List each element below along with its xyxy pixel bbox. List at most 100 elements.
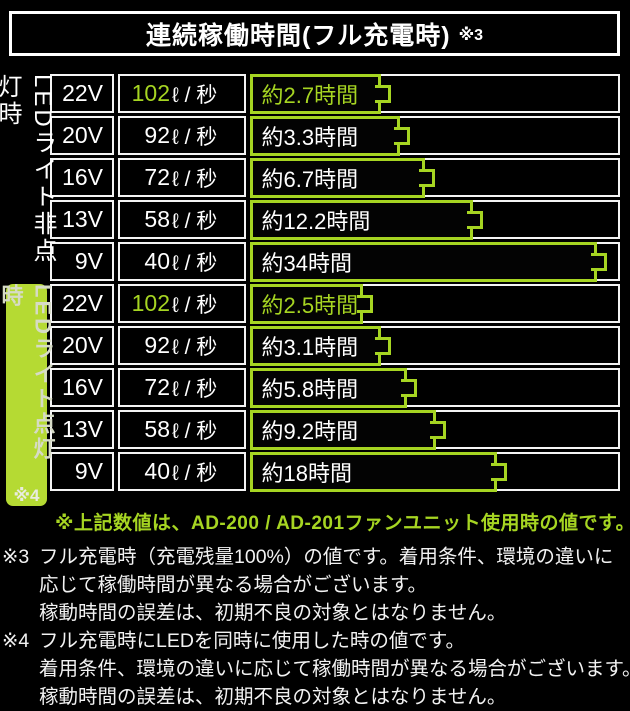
bar-end-notch [490, 462, 507, 481]
airflow-value: 58 [144, 416, 170, 442]
airflow-cell: 40 ℓ / 秒 [118, 452, 246, 491]
led-on-banner: LEDライト点灯時 ※4 [0, 284, 56, 506]
airflow-value: 40 [144, 458, 170, 484]
voltage-cell: 9V [50, 242, 114, 281]
airflow-cell: 102 ℓ / 秒 [118, 74, 246, 113]
airflow-cell: 58 ℓ / 秒 [118, 200, 246, 239]
bar-end-notch [430, 420, 447, 439]
airflow-unit: ℓ / 秒 [172, 419, 218, 443]
voltage-cell: 9V [50, 452, 114, 491]
runtime-value: 約18時間 [261, 460, 352, 486]
footnote-3-marker: ※3 [2, 546, 30, 568]
bar-end-notch [356, 294, 373, 313]
airflow-cell: 58 ℓ / 秒 [118, 410, 246, 449]
airflow-unit: ℓ / 秒 [172, 167, 218, 191]
section-label-text: LEDライト点灯時 [0, 284, 56, 462]
airflow-cell: 40 ℓ / 秒 [118, 242, 246, 281]
voltage-cell: 20V [50, 326, 114, 365]
runtime-cell: 約9.2時間 [249, 409, 620, 450]
runtime-value: 約3.1時間 [261, 334, 359, 360]
runtime-value: 約12.2時間 [261, 208, 371, 234]
runtime-bar: 約18時間 [249, 451, 507, 492]
airflow-unit: ℓ / 秒 [172, 293, 218, 317]
airflow-unit: ℓ / 秒 [172, 209, 218, 233]
runtime-bar: 約2.5時間 [249, 283, 373, 324]
footnote-4-marker: ※4 [2, 630, 30, 652]
section-rows: 22V 102 ℓ / 秒約2.7時間 20V 92 ℓ / 秒約3.3時間 16V 72 ℓ … [50, 73, 630, 284]
runtime-cell: 約3.1時間 [249, 325, 620, 366]
runtime-bar: 約3.3時間 [249, 115, 410, 156]
airflow-cell: 72 ℓ / 秒 [118, 158, 246, 197]
runtime-cell: 約5.8時間 [249, 367, 620, 408]
footnote-4-line: 着用条件、環境の違いに応じて稼働時間が異なる場合がございます。 [39, 658, 630, 680]
table-section-led-off: LEDライト非点灯時 22V 102 ℓ / 秒約2.7時間 20V 92 ℓ / 秒約3.… [0, 73, 630, 284]
table-row: 16V 72 ℓ / 秒約5.8時間 [50, 367, 630, 408]
table-row: 20V 92 ℓ / 秒 約3.3時間 [50, 115, 630, 156]
section-label-text: LEDライト非点灯時 [0, 74, 56, 265]
runtime-bar: 約9.2時間 [249, 409, 447, 450]
voltage-cell: 13V [50, 200, 114, 239]
runtime-bar: 約3.1時間 [249, 325, 392, 366]
voltage-cell: 22V [50, 284, 114, 323]
airflow-cell: 72 ℓ / 秒 [118, 368, 246, 407]
bar-end-notch [400, 378, 417, 397]
table-row: 16V 72 ℓ / 秒約6.7時間 [50, 157, 630, 198]
airflow-unit: ℓ / 秒 [172, 461, 218, 485]
table-row: 13V 58 ℓ / 秒約9.2時間 [50, 409, 630, 450]
runtime-value: 約5.8時間 [261, 376, 359, 402]
title-banner: 連続稼働時間(フル充電時) ※3 [9, 11, 620, 56]
runtime-cell: 約34時間 [249, 241, 620, 282]
airflow-unit: ℓ / 秒 [172, 335, 218, 359]
airflow-unit: ℓ / 秒 [172, 125, 218, 149]
section-label-led-on: LEDライト点灯時 ※4 [0, 284, 56, 506]
footnote-4-line: 稼動時間の誤差は、初期不良の対象とはなりません。 [39, 686, 507, 708]
runtime-value: 約6.7時間 [261, 166, 359, 192]
footnote-general: ※上記数値は、AD-200 / AD-201ファンユニット使用時の値です。 [55, 513, 630, 534]
airflow-cell: 102 ℓ / 秒 [118, 284, 246, 323]
voltage-cell: 13V [50, 410, 114, 449]
airflow-cell: 92 ℓ / 秒 [118, 326, 246, 365]
table-row: 9V 40 ℓ / 秒約18時間 [50, 451, 630, 492]
airflow-value: 72 [144, 164, 170, 190]
page-title: 連続稼働時間(フル充電時) [145, 21, 451, 50]
table-section-led-on: LEDライト点灯時 ※4 22V 102 ℓ / 秒約2.5時間 20V 92 ℓ / 秒約3… [0, 283, 630, 506]
section-note-ref: ※4 [13, 486, 40, 505]
runtime-bar: 約34時間 [249, 241, 608, 282]
section-rows: 22V 102 ℓ / 秒約2.5時間 20V 92 ℓ / 秒約3.1時間 16V 72 ℓ … [50, 283, 630, 494]
runtime-cell: 約12.2時間 [249, 199, 620, 240]
airflow-value: 102 [131, 80, 170, 106]
runtime-bar: 約2.7時間 [249, 73, 392, 114]
runtime-value: 約2.5時間 [261, 292, 359, 318]
footnotes: ※上記数値は、AD-200 / AD-201ファンユニット使用時の値です。 ※3… [0, 508, 630, 711]
voltage-cell: 16V [50, 368, 114, 407]
bar-end-notch [419, 168, 436, 187]
airflow-value: 40 [144, 248, 170, 274]
airflow-unit: ℓ / 秒 [172, 83, 218, 107]
airflow-value: 92 [144, 122, 170, 148]
footnote-3: ※3 フル充電時（充電残量100%）の値です。着用条件、環境の違いに 応じて稼働… [0, 543, 630, 627]
voltage-cell: 20V [50, 116, 114, 155]
airflow-unit: ℓ / 秒 [172, 377, 218, 401]
airflow-value: 72 [144, 374, 170, 400]
footnote-3-line: 応じて稼働時間が異なる場合がございます。 [39, 574, 428, 596]
footnote-3-line: 稼動時間の誤差は、初期不良の対象とはなりません。 [39, 602, 507, 624]
title-note-ref: ※3 [458, 26, 484, 44]
runtime-cell: 約3.3時間 [249, 115, 620, 156]
runtime-cell: 約6.7時間 [249, 157, 620, 198]
runtime-cell: 約2.5時間 [249, 283, 620, 324]
airflow-value: 92 [144, 332, 170, 358]
footnote-4: ※4 フル充電時にLEDを同時に使用した時の値です。 着用条件、環境の違いに応じ… [0, 627, 630, 711]
airflow-value: 58 [144, 206, 170, 232]
bar-end-notch [375, 84, 392, 103]
footnote-4-line: フル充電時にLEDを同時に使用した時の値です。 [39, 630, 465, 652]
runtime-table: LEDライト非点灯時 22V 102 ℓ / 秒約2.7時間 20V 92 ℓ / 秒約3.… [0, 73, 630, 506]
voltage-cell: 22V [50, 74, 114, 113]
runtime-bar: 約12.2時間 [249, 199, 483, 240]
runtime-bar: 約5.8時間 [249, 367, 417, 408]
table-row: 22V 102 ℓ / 秒約2.5時間 [50, 283, 630, 324]
runtime-cell: 約2.7時間 [249, 73, 620, 114]
section-label-led-off: LEDライト非点灯時 [0, 74, 56, 284]
runtime-cell: 約18時間 [249, 451, 620, 492]
runtime-value: 約2.7時間 [261, 82, 359, 108]
runtime-bar: 約6.7時間 [249, 157, 436, 198]
